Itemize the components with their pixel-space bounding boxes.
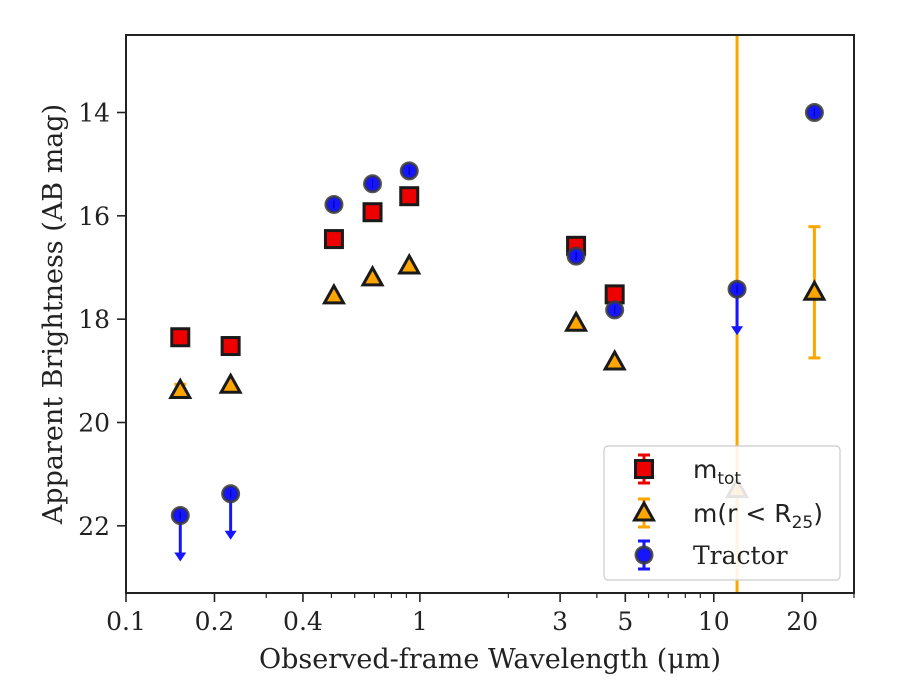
data-point-m-r25 <box>321 282 347 305</box>
x-tick-label: 0.1 <box>106 607 146 636</box>
data-point-group <box>170 327 191 348</box>
data-point-mtot <box>399 186 420 207</box>
y-tick-label: 22 <box>78 512 110 541</box>
data-point-group <box>321 282 347 305</box>
x-axis-label: Observed-frame Wavelength (μm) <box>259 644 721 675</box>
y-tick-label: 16 <box>78 202 110 231</box>
data-point-group <box>324 194 344 214</box>
upper-limit-arrowhead <box>174 552 187 562</box>
data-point-m-r25 <box>602 348 627 371</box>
data-point-m-r25 <box>802 279 827 301</box>
x-tick-label: 0.2 <box>195 607 235 636</box>
data-point-group <box>399 186 420 207</box>
data-point-group <box>363 174 383 194</box>
data-point-mtot <box>220 336 241 357</box>
data-point-group <box>399 161 419 181</box>
data-point-group <box>362 202 383 223</box>
data-point-mtot <box>170 327 191 348</box>
data-point-mtot <box>362 202 383 223</box>
data-point-mtot <box>604 284 625 305</box>
data-point-m-r25 <box>397 252 422 275</box>
y-tick-label: 20 <box>78 409 110 438</box>
data-point-group <box>168 377 193 399</box>
data-point-group <box>727 279 747 336</box>
legend-marker <box>634 459 654 479</box>
y-axis-label: Apparent Brightness (AB mag) <box>38 104 69 525</box>
plot-frame <box>125 34 855 594</box>
data-point-group <box>566 246 586 266</box>
x-tick-label: 10 <box>698 607 730 636</box>
legend-marker <box>631 499 657 522</box>
data-point-m-r25 <box>360 264 385 287</box>
axis-ticks: 0.1 0.2 0.4 1 3 5 10 20 14 16 18 20 22 <box>78 99 855 636</box>
y-tick-label: 18 <box>78 305 110 334</box>
data-point-group <box>397 252 422 275</box>
x-tick-label: 1 <box>412 607 428 636</box>
x-tick-label: 20 <box>786 607 818 636</box>
data-point-group <box>604 284 625 305</box>
data-point-m-r25 <box>168 377 193 399</box>
data-point-m-r25 <box>218 372 243 394</box>
data-point-group <box>360 264 385 287</box>
x-tick-label: 0.4 <box>283 607 323 636</box>
data-point-m-r25 <box>564 310 589 332</box>
data-point-group <box>218 372 243 394</box>
y-tick-label: 14 <box>78 99 110 128</box>
legend-label: Tractor <box>693 541 788 570</box>
data-point-group <box>564 310 589 332</box>
legend-marker <box>634 545 654 565</box>
data-point-group <box>804 103 824 122</box>
data-point-group <box>221 484 241 540</box>
legend-frame <box>603 445 841 581</box>
data-point-group <box>170 506 190 562</box>
data-layer <box>168 35 827 593</box>
data-point-group <box>802 225 827 360</box>
data-point-mtot <box>323 229 344 250</box>
data-point-group <box>323 229 344 250</box>
data-point-group <box>602 348 627 371</box>
x-tick-label: 3 <box>552 607 568 636</box>
x-tick-label: 5 <box>617 607 633 636</box>
upper-limit-arrowhead <box>224 530 237 540</box>
data-point-group <box>220 336 241 357</box>
data-point-group <box>605 300 625 320</box>
upper-limit-arrowhead <box>731 326 744 336</box>
